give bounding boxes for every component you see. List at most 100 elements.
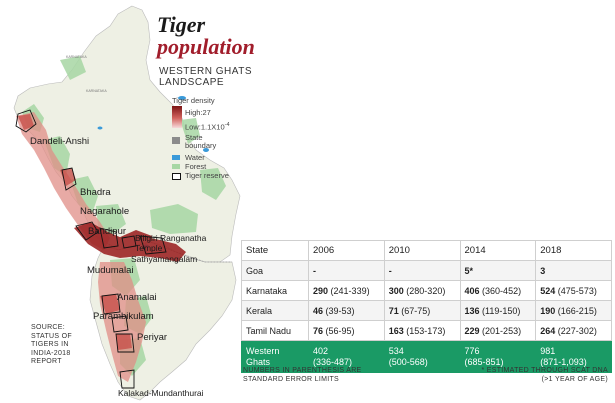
cell-value: 46 (39-53) [308, 300, 385, 321]
label-kalakad-mundanthurai: Kalakad-Mundanthurai [118, 388, 204, 398]
cell-value: 190 (166-215) [535, 300, 612, 321]
total-label-line2: Ghats [246, 356, 271, 367]
cell-estimate: 300 [388, 285, 404, 296]
total-estimate: 402 [313, 345, 329, 356]
cell-value: - [308, 260, 385, 281]
cell-value: 3 [535, 260, 612, 281]
header-2010: 2010 [383, 240, 461, 261]
cell-value: 290 (241-339) [308, 280, 385, 301]
label-bhadra: Bhadra [80, 187, 111, 198]
cell-range: (360-452) [482, 285, 522, 296]
cell-range: (153-173) [406, 325, 446, 336]
tiger-population-table: State 2006 2010 2014 2018 Goa - -5* 3 Karnat… [241, 240, 612, 373]
tiger-reserve-swatch [172, 173, 181, 180]
header-state: State [241, 240, 309, 261]
header-2006: 2006 [308, 240, 385, 261]
cell-range: (39-53) [325, 305, 355, 316]
state-label-karnataka: KARNATAKA [66, 55, 87, 59]
state-label-karnataka-2: KARNATAKA [86, 89, 107, 93]
note-parenthesis: NUMBERS IN PARENTHESIS ARE STANDARD ERRO… [243, 367, 362, 383]
reserve-periyar [115, 333, 135, 353]
cell-state-total: Western Ghats [241, 340, 309, 373]
cell-value: 136 (119-150) [459, 300, 537, 321]
cell-estimate: 290 [313, 285, 329, 296]
cell-estimate: - [388, 265, 392, 276]
table-row-total: Western Ghats 402 (336-487) 534 (500-568) 776(… [241, 340, 612, 373]
subtitle: WESTERN GHATS LANDSCAPE [159, 66, 252, 88]
tiger-density-medium [18, 114, 132, 350]
total-range: (685-851) [464, 356, 504, 367]
cell-value: 524 (475-573) [535, 280, 612, 301]
tiger-reserves [15, 109, 167, 389]
total-label-line1: Western [246, 345, 280, 356]
cell-range: (227-302) [557, 325, 597, 336]
cell-value: 229 (201-253) [459, 320, 537, 341]
table-row: Kerala 46 (39-53) 71 (67-75) 136 (119-150) 1… [241, 300, 612, 321]
legend-tiger-reserve: Tiger reserve [185, 171, 229, 180]
note-scat-dna: * ESTIMATED THROUGH SCAT DNA (>1 YEAR OF… [481, 367, 608, 383]
label-nagarahole: Nagarahole [80, 206, 130, 217]
total-estimate: 776 [464, 345, 480, 356]
cell-value: 5* [459, 260, 537, 281]
label-sathyamangalam: Sathyamangalam [131, 254, 198, 264]
cell-range: (67-75) [401, 305, 431, 316]
legend-state-boundary: State boundary [185, 133, 217, 150]
reserve-dandeli [15, 109, 37, 133]
reserve-anamalai [101, 293, 121, 315]
label-brt: Biligiri Ranganatha Temple [135, 233, 207, 253]
legend-forest: Forest [185, 162, 207, 171]
cell-estimate: 229 [464, 325, 480, 336]
reserve-bhadra [61, 167, 77, 191]
forest-swatch [172, 164, 180, 169]
cell-state: Goa [241, 260, 309, 281]
source-note: SOURCE: STATUS OF TIGERS IN INDIA-2018 R… [31, 324, 72, 365]
cell-estimate: 71 [388, 305, 399, 316]
reserve-nagarahole [75, 221, 99, 241]
reserve-brt [121, 235, 137, 249]
table-header-row: State 2006 2010 2014 2018 [241, 240, 612, 261]
cell-range: (241-339) [330, 285, 370, 296]
cell-range: (201-253) [482, 325, 522, 336]
cell-range: (475-573) [557, 285, 597, 296]
cell-estimate: 76 [313, 325, 324, 336]
table-row: Karnataka 290 (241-339) 300 (280-320) 406 (… [241, 280, 612, 301]
cell-estimate: - [313, 265, 316, 276]
cell-value: 163 (153-173) [383, 320, 461, 341]
cell-state: Tamil Nadu [241, 320, 309, 341]
cell-range: (280-320) [406, 285, 446, 296]
cell-state: Kerala [241, 300, 309, 321]
cell-total-value: 534 (500-568) [383, 340, 461, 373]
cell-estimate: 264 [540, 325, 556, 336]
cell-state: Karnataka [241, 280, 309, 301]
water-swatch [172, 155, 180, 160]
total-range: (336-487) [313, 356, 353, 367]
cell-value: 76 (56-95) [308, 320, 385, 341]
cell-value: 264 (227-302) [535, 320, 612, 341]
total-range: (871-1,093) [540, 356, 587, 367]
cell-value: 300 (280-320) [383, 280, 461, 301]
table-row: Goa - -5* 3 [241, 260, 612, 281]
legend-water: Water [185, 153, 205, 162]
state-boundary-swatch [172, 137, 180, 144]
cell-range: (166-215) [557, 305, 597, 316]
header-2018: 2018 [535, 240, 612, 261]
cell-estimate: 46 [313, 305, 324, 316]
legend-low: Low:1.1X10-4 [185, 122, 230, 132]
label-bandipur: Bandipur [88, 226, 127, 237]
legend-density-title: Tiger density [172, 96, 215, 105]
cell-value: 71 (67-75) [383, 300, 461, 321]
total-range: (500-568) [388, 356, 428, 367]
label-mudumalai: Mudumalai [87, 265, 134, 276]
density-gradient-swatch [172, 106, 182, 128]
table-row: Tamil Nadu 76 (56-95) 163 (153-173) 229 (20… [241, 320, 612, 341]
title-line1: Tiger [157, 12, 206, 37]
reserve-parambikulam [111, 315, 129, 333]
reserve-bandipur [99, 227, 119, 249]
label-periyar: Periyar [137, 332, 168, 343]
cell-estimate: 5* [464, 265, 474, 276]
cell-estimate: 3 [540, 265, 546, 276]
cell-range: (119-150) [482, 305, 521, 316]
cell-value: 406 (360-452) [459, 280, 537, 301]
cell-total-value: 402 (336-487) [308, 340, 385, 373]
